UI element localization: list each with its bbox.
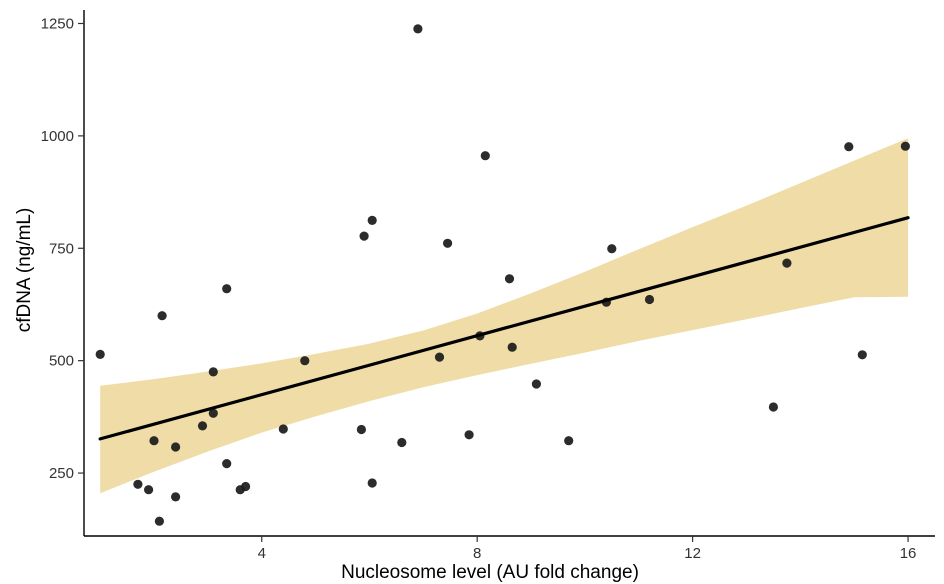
data-point (900, 141, 911, 151)
data-point (144, 485, 154, 495)
data-point (857, 350, 867, 360)
x-tick-label: 16 (900, 545, 917, 562)
data-point (154, 516, 164, 526)
data-point (208, 408, 218, 418)
x-tick-label: 12 (684, 545, 701, 562)
data-point (464, 430, 474, 440)
x-tick-label: 8 (473, 545, 481, 562)
data-point (768, 402, 779, 412)
data-point (531, 379, 542, 389)
points-layer (95, 24, 911, 526)
data-point (367, 478, 377, 488)
data-point (434, 352, 445, 362)
data-point (197, 421, 208, 431)
y-axis-title: cfDNA (ng/mL) (14, 208, 35, 333)
data-point (171, 442, 181, 452)
confidence-band-layer (100, 138, 909, 494)
data-point (222, 459, 232, 469)
data-point (507, 342, 517, 352)
data-point (844, 142, 854, 152)
data-point (241, 481, 251, 492)
fit-line-layer (98, 216, 910, 441)
data-point (564, 436, 574, 446)
y-tick-label: 750 (49, 240, 74, 257)
data-point (95, 349, 105, 359)
data-point (480, 151, 490, 161)
data-point (644, 294, 655, 305)
data-point (359, 231, 369, 241)
y-tick-label: 1000 (41, 128, 74, 145)
data-point (413, 24, 423, 34)
data-point (133, 479, 143, 489)
y-tick-label: 1250 (41, 15, 74, 32)
x-tick-label: 4 (258, 545, 266, 562)
ticks-layer: 4 8 12 16 250 500 750 1000 1250 (41, 15, 917, 562)
data-point (300, 356, 310, 366)
y-tick-label: 500 (49, 353, 74, 370)
data-point (149, 436, 159, 446)
x-axis-title: Nucleosome level (AU fold change) (341, 562, 639, 583)
data-point (157, 311, 167, 321)
data-point (356, 424, 366, 435)
axes-layer (83, 10, 935, 537)
data-point (782, 258, 792, 268)
data-point (397, 437, 407, 448)
y-tick-label: 250 (49, 465, 74, 482)
fit-line (98, 216, 910, 441)
data-point (443, 238, 453, 248)
data-point (504, 274, 515, 284)
data-point (208, 367, 218, 377)
confidence-band (100, 138, 909, 494)
data-point (171, 492, 181, 502)
data-point (607, 244, 617, 254)
data-point (222, 284, 232, 294)
data-point (367, 215, 377, 225)
data-point (278, 424, 288, 434)
